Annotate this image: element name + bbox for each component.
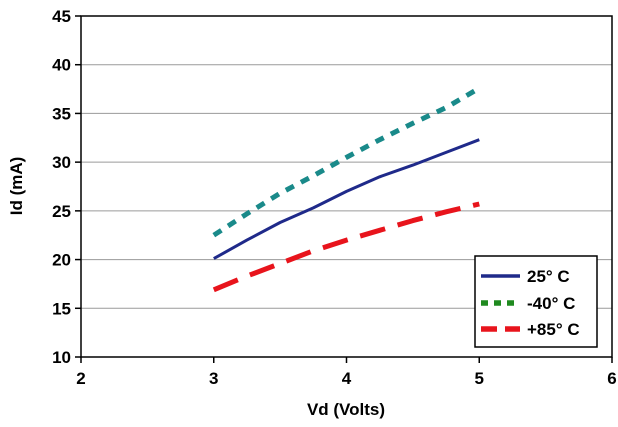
legend: 25° C -40° C +85° C — [474, 255, 598, 348]
tick-label-y: 30 — [52, 153, 71, 172]
tick-label-y: 40 — [52, 56, 71, 75]
legend-label-minus40c: -40° C — [527, 294, 575, 313]
series-line-2 — [212, 201, 480, 293]
tick-label-x: 6 — [607, 369, 616, 388]
x-axis-title: Vd (Volts) — [307, 400, 385, 419]
tick-label-y: 45 — [52, 7, 71, 26]
tick-label-x: 5 — [475, 369, 484, 388]
series-line-0 — [213, 138, 480, 260]
legend-label-plus85c: +85° C — [527, 320, 580, 339]
y-axis-title: Id (mA) — [7, 157, 26, 216]
tick-label-y: 35 — [52, 104, 71, 123]
series-layer — [212, 85, 481, 293]
series-line-1 — [212, 85, 481, 238]
tick-label-y: 20 — [52, 251, 71, 270]
legend-label-25c: 25° C — [527, 267, 570, 286]
tick-label-y: 15 — [52, 299, 71, 318]
tick-label-x: 3 — [209, 369, 218, 388]
tick-label-x: 4 — [342, 369, 352, 388]
tick-label-y: 10 — [52, 348, 71, 367]
tick-label-x: 2 — [76, 369, 85, 388]
tick-label-y: 25 — [52, 202, 71, 221]
